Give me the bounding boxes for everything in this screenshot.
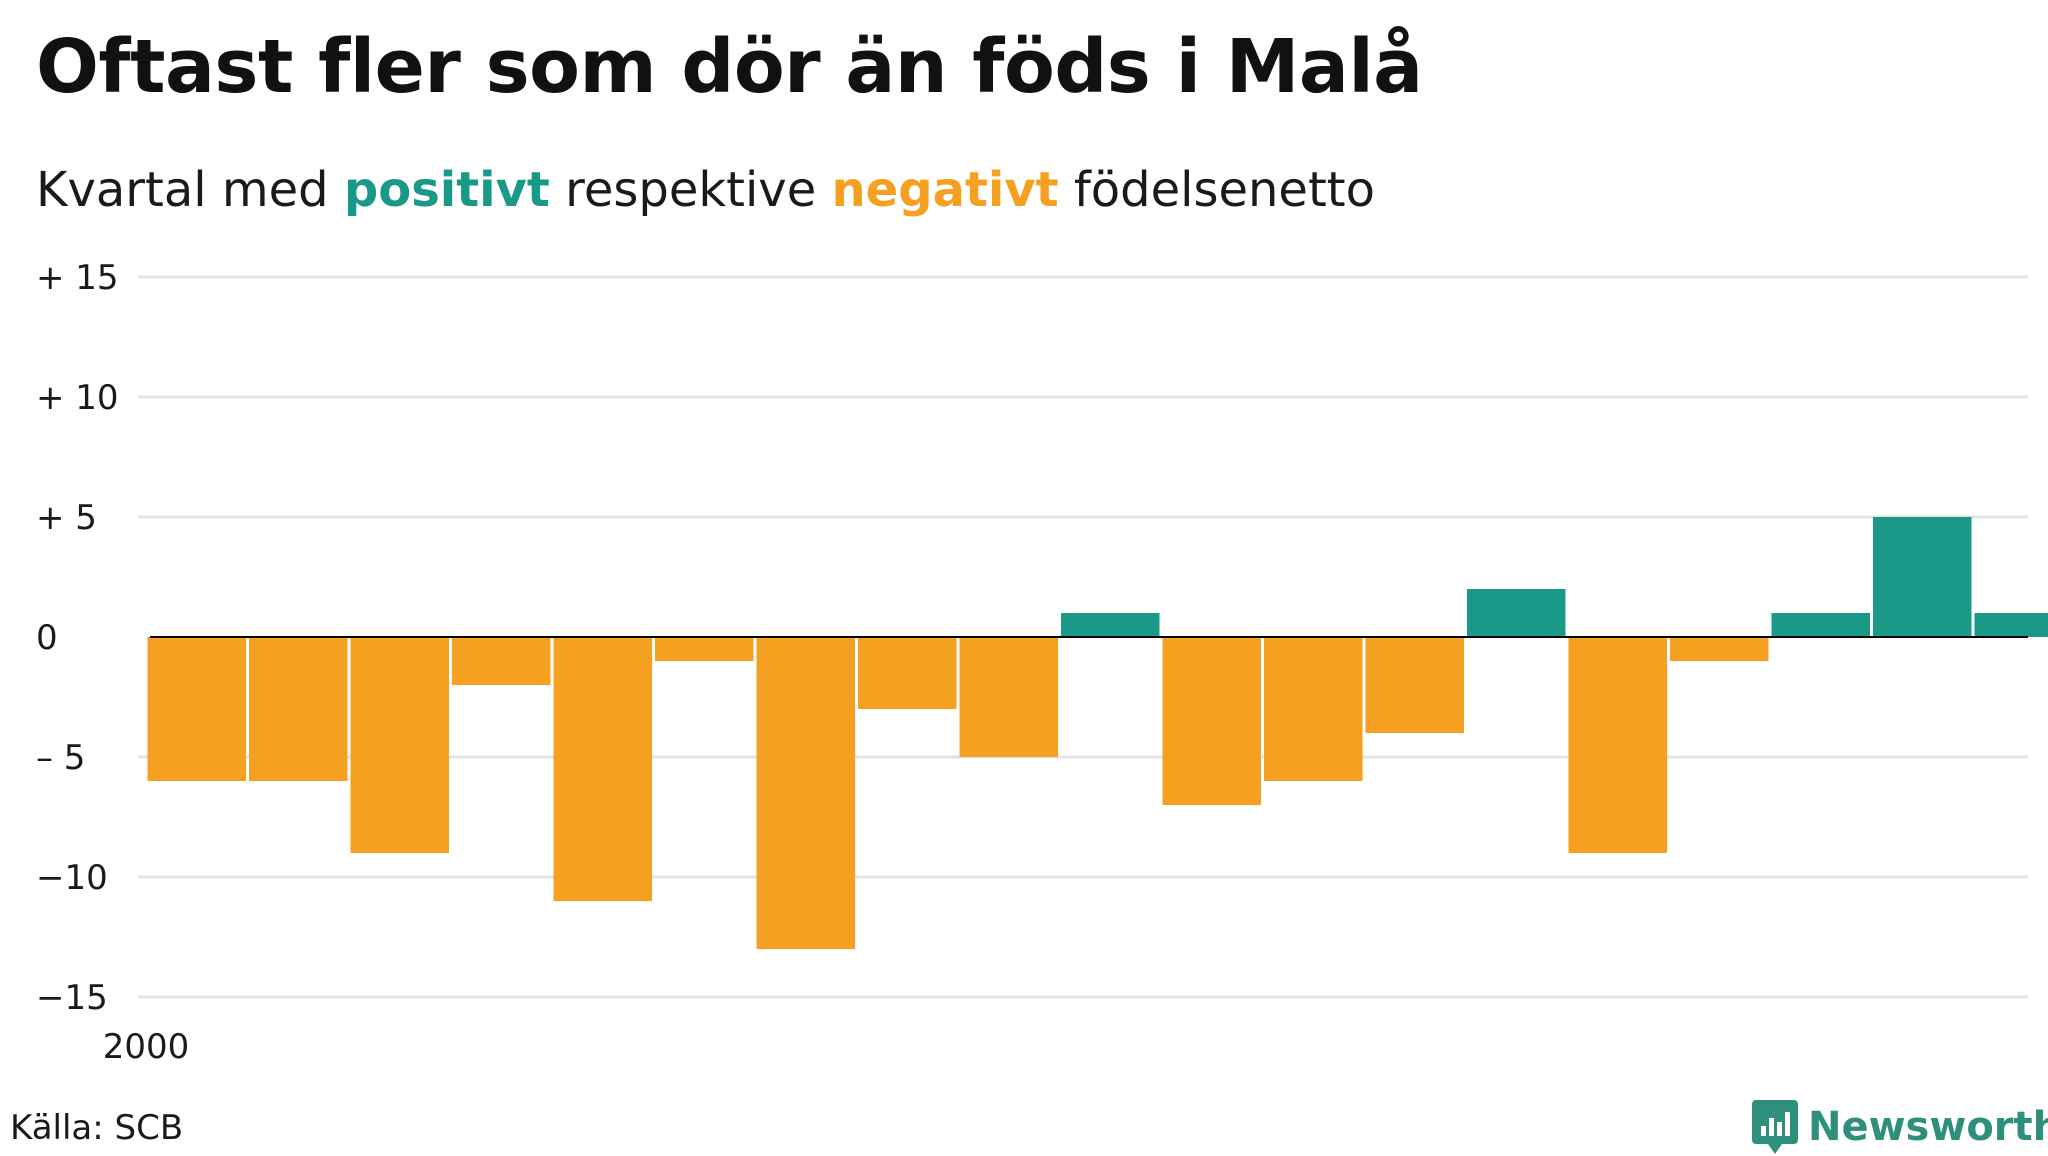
newsworthy-logo: Newsworthy — [1752, 1098, 2048, 1156]
y-tick-label: −10 — [36, 858, 108, 898]
bar — [1873, 517, 1972, 637]
x-tick-label: 2000 — [103, 1027, 190, 1067]
bar — [1163, 637, 1262, 805]
y-axis-ticks: + 15 + 10 + 5 0 – 5 −10 −15 — [36, 258, 119, 1018]
bar — [1772, 613, 1871, 637]
bar — [858, 637, 957, 709]
bar — [351, 637, 450, 853]
bar — [452, 637, 551, 685]
y-tick-label: + 10 — [36, 378, 119, 418]
x-axis-ticks: 20002005201020152020 — [103, 1027, 2048, 1067]
y-tick-label: + 5 — [36, 498, 97, 538]
bar — [554, 637, 653, 901]
y-tick-label: −15 — [36, 978, 108, 1018]
bar — [757, 637, 856, 949]
bar — [1366, 637, 1465, 733]
bar — [1670, 637, 1769, 661]
bar — [1061, 613, 1160, 637]
bar — [148, 637, 247, 781]
brand-name: Newsworthy — [1808, 1104, 2048, 1150]
bar — [1975, 613, 2048, 637]
y-tick-label: + 15 — [36, 258, 119, 298]
source-note: Källa: SCB — [10, 1108, 183, 1148]
bar — [655, 637, 754, 661]
y-tick-label: 0 — [36, 618, 58, 658]
bar — [1264, 637, 1363, 781]
bar — [1467, 589, 1566, 637]
newsworthy-logo-icon — [1752, 1100, 1798, 1154]
y-tick-label: – 5 — [36, 738, 85, 778]
bar — [1569, 637, 1668, 853]
bar — [960, 637, 1059, 757]
bar — [249, 637, 348, 781]
bars — [148, 493, 2048, 973]
